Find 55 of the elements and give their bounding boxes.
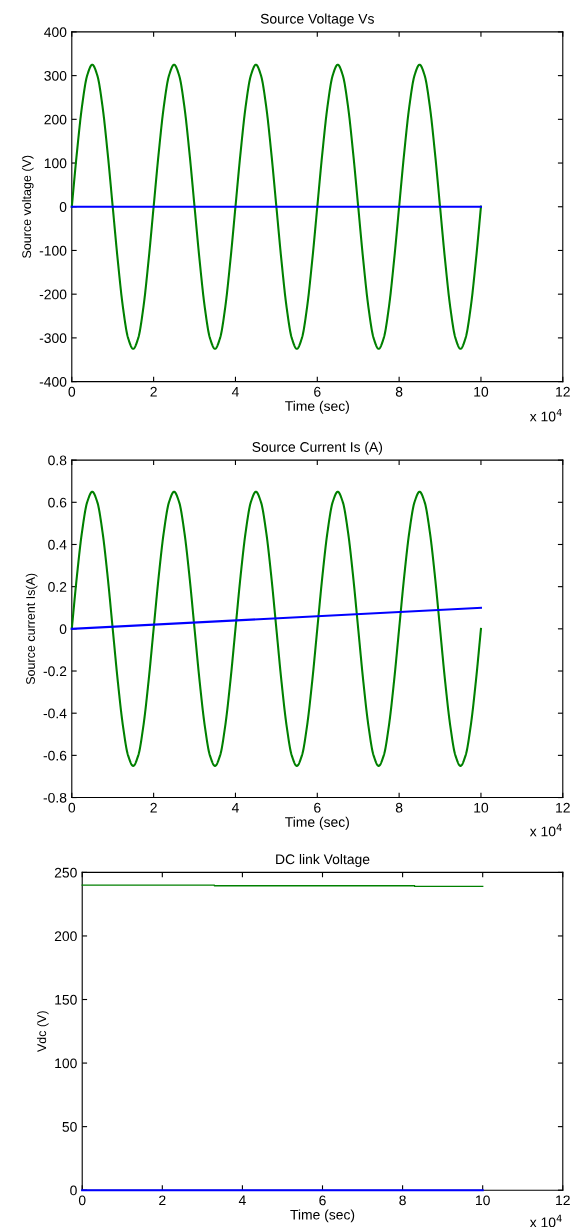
x-tick-label: 8	[395, 802, 403, 813]
text: x 10$^{4}$	[529, 1214, 562, 1227]
chart-title: Source Current Is (A)	[252, 441, 383, 455]
x-axis-title: Time (sec)	[290, 1209, 355, 1223]
x-tick-label: 4	[231, 802, 239, 813]
x-tick-label: 0	[78, 1195, 86, 1206]
y-tick-label: 250	[54, 867, 77, 878]
x-tick-label: 10	[476, 1195, 490, 1206]
x-tick-label: 2	[150, 802, 157, 813]
y-tick-label: 0.2	[48, 581, 67, 592]
y-tick-label: -0.2	[43, 666, 67, 677]
y-tick-label: 100	[55, 1058, 77, 1069]
x-tick-label: 12	[556, 1195, 570, 1206]
chart-title: DC link Voltage	[276, 854, 370, 867]
y-tick-label: 200	[44, 114, 67, 125]
y-tick-label: -300	[39, 333, 67, 344]
y-axis-title: Source voltage (V)	[21, 155, 34, 258]
y-tick-label: -200	[39, 289, 67, 300]
y-tick-label: 50	[62, 1121, 77, 1132]
y-tick-label: 0	[59, 624, 67, 635]
x-axis-title: Time (sec)	[285, 816, 349, 830]
x-tick-label: 6	[314, 386, 321, 397]
y-axis-title: Source current Is(A)	[25, 573, 38, 685]
y-tick-label: 300	[44, 70, 67, 81]
y-tick-label: -0.4	[43, 708, 67, 719]
x-tick-label: 12	[556, 386, 570, 397]
y-axis-title: Vdc (V)	[36, 1011, 49, 1053]
y-tick-label: 0	[59, 202, 67, 212]
x-tick-label: 12	[556, 802, 570, 813]
y-tick-label: 0.8	[48, 455, 67, 466]
x-tick-label: 4	[238, 1195, 246, 1206]
x-axis-title: Time (sec)	[285, 400, 349, 414]
y-tick-label: 0.6	[48, 497, 67, 508]
text: x 10$^{4}$	[529, 823, 562, 837]
chart-title: Source Voltage Vs	[260, 13, 374, 27]
x-tick-label: 8	[399, 1195, 406, 1206]
x-tick-label: 6	[319, 1195, 326, 1206]
y-tick-label: -0.6	[43, 750, 67, 761]
x-tick-label: 10	[474, 386, 489, 397]
x-tick-label: 2	[150, 386, 157, 397]
y-tick-label: -100	[39, 245, 67, 256]
y-tick-label: 150	[55, 994, 77, 1005]
text: x 10$^{4}$	[529, 408, 562, 422]
y-tick-label: 400	[44, 27, 67, 38]
y-tick-label: -0.8	[43, 792, 67, 803]
x-tick-label: 2	[159, 1195, 166, 1206]
x-tick-label: 8	[395, 386, 403, 397]
y-tick-label: 0	[70, 1185, 77, 1196]
x-tick-label: 10	[474, 802, 489, 813]
y-tick-label: 100	[44, 158, 67, 169]
y-tick-label: -400	[39, 376, 67, 387]
y-tick-label: 0.4	[48, 539, 67, 550]
x-tick-label: 4	[231, 386, 239, 397]
x-tick-label: 6	[314, 802, 321, 813]
y-tick-label: 200	[54, 931, 77, 942]
